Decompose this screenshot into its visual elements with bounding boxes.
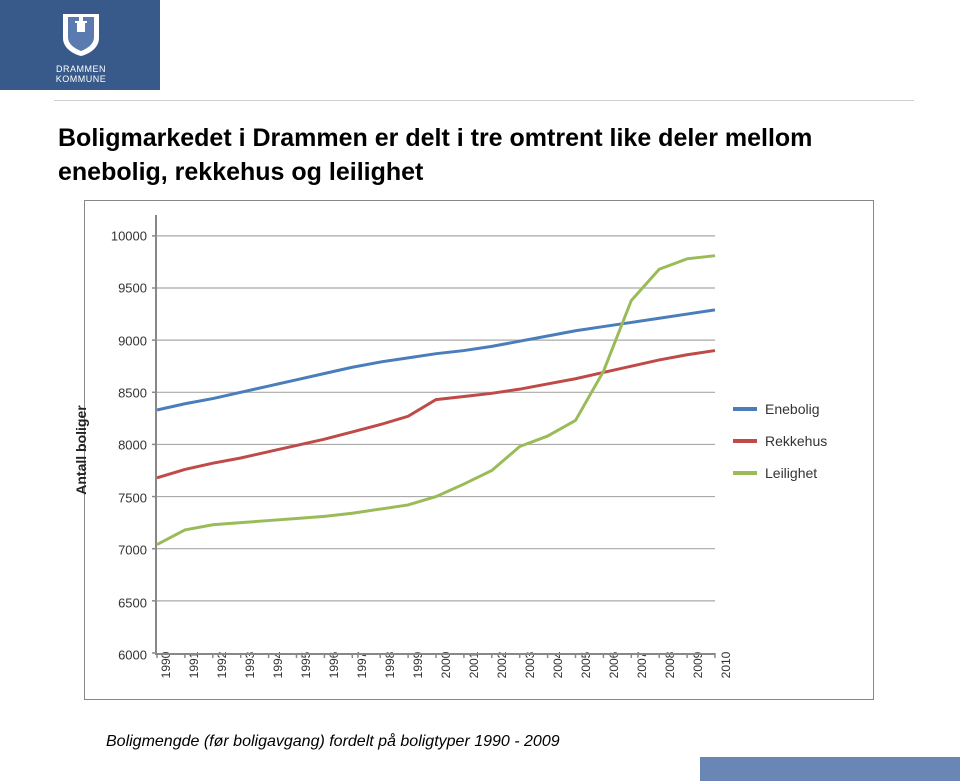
header-divider — [54, 100, 914, 101]
x-tick: 2004 — [551, 652, 565, 679]
x-tick: 1998 — [383, 652, 397, 679]
x-tick: 1994 — [271, 652, 285, 679]
y-tick: 9500 — [97, 281, 147, 296]
series-enebolig — [157, 310, 715, 410]
legend-item: Rekkehus — [733, 433, 863, 449]
legend-swatch — [733, 471, 757, 475]
x-tick: 2008 — [663, 652, 677, 679]
x-tick: 2001 — [467, 652, 481, 679]
x-tick: 2006 — [607, 652, 621, 679]
legend-swatch — [733, 439, 757, 443]
y-tick: 9000 — [97, 333, 147, 348]
y-axis-label: Antall boliger — [73, 405, 89, 494]
x-tick: 2010 — [719, 652, 733, 679]
y-tick: 6500 — [97, 595, 147, 610]
x-tick: 2009 — [691, 652, 705, 679]
x-tick: 1993 — [243, 652, 257, 679]
legend-item: Leilighet — [733, 465, 863, 481]
x-tick: 2002 — [495, 652, 509, 679]
legend-swatch — [733, 407, 757, 411]
line-chart: Antall boliger 6000650070007500800085009… — [84, 200, 874, 700]
x-tick: 1992 — [215, 652, 229, 679]
y-tick: 10000 — [97, 228, 147, 243]
x-tick: 2005 — [579, 652, 593, 679]
header-ribbon: DRAMMEN KOMMUNE — [0, 0, 160, 90]
x-tick: 1999 — [411, 652, 425, 679]
legend-label: Rekkehus — [765, 433, 827, 449]
y-tick: 6000 — [97, 648, 147, 663]
x-tick: 2003 — [523, 652, 537, 679]
plot-svg — [157, 215, 715, 653]
x-tick: 2007 — [635, 652, 649, 679]
legend-label: Leilighet — [765, 465, 817, 481]
y-tick: 7500 — [97, 490, 147, 505]
legend-item: Enebolig — [733, 401, 863, 417]
plot-area — [155, 215, 715, 655]
x-tick: 1995 — [299, 652, 313, 679]
x-tick: 2000 — [439, 652, 453, 679]
legend: Enebolig Rekkehus Leilighet — [733, 401, 863, 497]
x-tick: 1996 — [327, 652, 341, 679]
y-tick: 8500 — [97, 386, 147, 401]
x-tick: 1991 — [187, 652, 201, 679]
municipality-logo: DRAMMEN KOMMUNE — [46, 12, 116, 85]
shield-icon — [61, 12, 101, 56]
footer-block — [700, 757, 960, 781]
y-tick: 8000 — [97, 438, 147, 453]
logo-text: DRAMMEN KOMMUNE — [46, 65, 116, 85]
series-rekkehus — [157, 351, 715, 478]
x-tick: 1990 — [159, 652, 173, 679]
x-tick: 1997 — [355, 652, 369, 679]
y-tick: 7000 — [97, 543, 147, 558]
chart-caption: Boligmengde (før boligavgang) fordelt på… — [106, 733, 560, 751]
page-title: Boligmarkedet i Drammen er delt i tre om… — [58, 122, 918, 190]
legend-label: Enebolig — [765, 401, 820, 417]
